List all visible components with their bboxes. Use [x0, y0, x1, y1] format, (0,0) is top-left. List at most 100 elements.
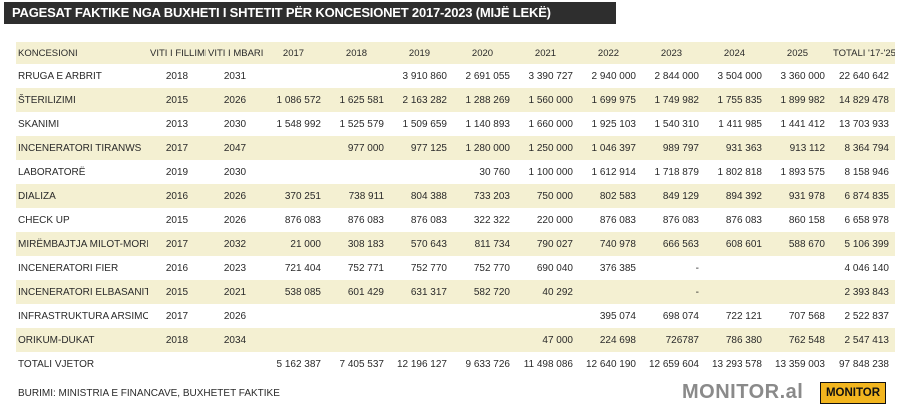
cell	[390, 304, 453, 328]
cell: 588 670	[768, 232, 831, 256]
cell: TOTALI '17-'25	[831, 42, 895, 64]
cell: 1 100 000	[528, 166, 574, 178]
cell: 631 317	[390, 280, 453, 304]
cell: 726787	[642, 328, 705, 352]
source: BURIMI: MINISTRIA E FINANCAVE, BUXHETET …	[18, 388, 280, 399]
cell: 2018	[148, 328, 206, 352]
cell	[705, 280, 768, 304]
cell: INCENERATORI FIER	[18, 262, 119, 274]
cell: 804 388	[390, 184, 453, 208]
cell: 1 925 103	[591, 118, 637, 130]
cell: 12 640 190	[585, 358, 636, 370]
cell: 977 000	[327, 136, 390, 160]
cell: 690 040	[536, 262, 573, 274]
cell: 601 429	[327, 280, 390, 304]
cell: 11 498 086	[523, 358, 573, 370]
cell: 2047	[206, 136, 264, 160]
cell: 876 083	[410, 214, 447, 226]
cell: 2023	[223, 262, 247, 274]
cell: 608 601	[705, 232, 768, 256]
cell: VITI I MBARIMIT	[206, 42, 264, 64]
cell: 1 509 659	[402, 118, 448, 130]
cell: 1 755 835	[705, 88, 768, 112]
cell: 931 978	[768, 184, 831, 208]
cell: CHECK UP	[18, 214, 70, 226]
cell	[705, 256, 768, 280]
cell: INCENERATORI ELBASANIT	[16, 280, 148, 304]
cell	[516, 304, 579, 328]
cell: 538 085	[264, 280, 327, 304]
cell	[768, 256, 831, 280]
cell: 21 000	[264, 232, 327, 256]
cell	[264, 136, 327, 160]
cell: 2 940 000	[591, 70, 637, 82]
cell: 2031	[223, 70, 247, 82]
cell: 2030	[223, 166, 247, 178]
row: ORIKUM-DUKAT 2018 2034 47 000 224 698 726787 7…	[16, 328, 895, 352]
cell: 1 540 310	[654, 118, 700, 130]
cell: 2026	[223, 310, 247, 322]
cell: ORIKUM-DUKAT	[16, 328, 148, 352]
cell: 376 385	[599, 262, 636, 274]
cell: 738 911	[327, 184, 390, 208]
cell: 2020	[453, 42, 516, 64]
cell: 6 874 835	[831, 184, 895, 208]
cell: 876 083	[284, 214, 321, 226]
cell: 1 288 269	[453, 88, 516, 112]
cell: 2 522 837	[844, 310, 890, 322]
cell: 876 083	[599, 214, 636, 226]
cell	[768, 280, 831, 304]
row: INCENERATORI ELBASANIT 2015 2021 538 085 601…	[16, 280, 895, 304]
cell: 395 074	[599, 310, 636, 322]
cell: 5 106 399	[831, 232, 895, 256]
cell: 2017	[148, 232, 206, 256]
cell: 1 280 000	[453, 136, 516, 160]
cell: 2019	[165, 166, 189, 178]
cell	[579, 280, 642, 304]
cell: 894 392	[705, 184, 768, 208]
cell: SKANIMI	[18, 118, 60, 130]
cell: 2015	[148, 88, 206, 112]
cell	[206, 352, 264, 376]
cell: 1 411 985	[718, 118, 762, 130]
cell: 666 563	[642, 232, 705, 256]
cell: 721 404	[284, 262, 321, 274]
cell: INCENERATORI TIRANWS	[16, 136, 148, 160]
cell: 3 390 727	[528, 70, 574, 82]
cell: 1 749 982	[642, 88, 705, 112]
cell: 40 292	[516, 280, 579, 304]
cell: 707 568	[788, 310, 825, 322]
cell: 220 000	[536, 214, 573, 226]
cell: VITI I FILLIMIT	[148, 42, 206, 64]
cell: 12 659 604	[648, 358, 699, 370]
cell: -	[642, 280, 705, 304]
cell	[327, 64, 390, 88]
cell: 977 125	[390, 136, 453, 160]
cell: 2 547 413	[831, 328, 895, 352]
cell: 1 140 893	[465, 118, 511, 130]
cell: 13 359 003	[774, 358, 825, 370]
cell: 2030	[223, 118, 247, 130]
cell: MIRËMBAJTJA MILOT-MORINË	[16, 232, 148, 256]
cell: 224 698	[579, 328, 642, 352]
cell: 1 250 000	[516, 136, 579, 160]
title: PAGESAT FAKTIKE NGA BUXHETI I SHTETIT PË…	[4, 2, 616, 24]
cell: 47 000	[516, 328, 579, 352]
cell: 1 718 879	[654, 166, 700, 178]
cell: 740 978	[579, 232, 642, 256]
cell: 2016	[148, 184, 206, 208]
brand: MONITOR.al	[682, 381, 804, 403]
cell: DIALIZA	[16, 184, 148, 208]
cell: -	[695, 262, 699, 274]
row: DIALIZA 2016 2026 370 251 738 911 804 388 733 …	[16, 184, 895, 208]
cell: 876 083	[662, 214, 699, 226]
cell: 2 163 282	[390, 88, 453, 112]
cell: 8 364 794	[831, 136, 895, 160]
cell: 1 441 412	[780, 118, 826, 130]
cell	[327, 328, 390, 352]
cell: 2016	[165, 262, 189, 274]
cell: 762 548	[768, 328, 831, 352]
row: RRUGA E ARBRIT 2018 2031 3 910 860 2 691 055…	[16, 64, 895, 88]
row: INCENERATORI TIRANWS 2017 2047 977 000 977 1…	[16, 136, 895, 160]
cell: 4 046 140	[844, 262, 890, 274]
